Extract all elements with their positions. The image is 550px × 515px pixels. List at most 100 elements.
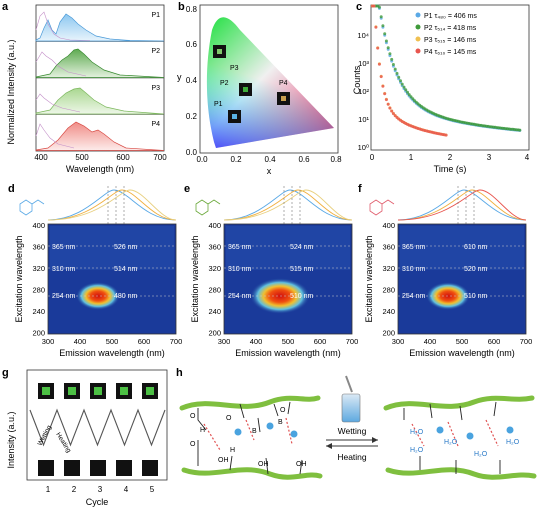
chem-water: H₂O (506, 439, 520, 446)
decay-point (386, 46, 390, 50)
heatmap-frame (223, 223, 353, 335)
heatmap-label: 310 nm (52, 266, 76, 273)
decay-point (379, 75, 383, 79)
heat-ytick: 200 (208, 329, 221, 338)
panel-h: h O H O B O B O H OH OH OH Wett (176, 367, 537, 480)
heat-ytick: 280 (382, 286, 395, 295)
spectrum-p1 (35, 13, 165, 42)
panel-letter-h: h (176, 367, 183, 379)
decay-point (388, 52, 392, 56)
heatmap-label: 310 nm (228, 266, 252, 273)
c-xtick: 0 (370, 153, 375, 162)
c-ytick: 10³ (358, 59, 369, 68)
glow-image-center (120, 387, 128, 395)
heat-xtick: 300 (392, 337, 405, 346)
panel-a: a Normalized Intensity (a.u.) P1 P2 P3 P… (2, 1, 167, 174)
heat-ytick: 360 (208, 243, 221, 252)
heatmap-label: 254 nm (52, 293, 76, 300)
swatch-p4-glow (281, 96, 286, 101)
decay-point (377, 5, 381, 9)
heatmap-label: 365 nm (52, 244, 76, 251)
emission-spectrum (397, 189, 527, 221)
emission-spectrum (397, 189, 527, 221)
glow-image-center (146, 387, 154, 395)
emission-spectrum (223, 189, 353, 221)
b-ytick: 0.8 (186, 5, 198, 14)
chem-b: B (278, 419, 283, 426)
decay-point (377, 62, 381, 66)
chem-oh: OH (258, 461, 269, 468)
label-p4: P4 (151, 121, 160, 128)
heatmap-label: 254 nm (228, 293, 252, 300)
spectrum-p4 (35, 121, 165, 151)
heat-xlabel: Emission wavelength (nm) (59, 348, 165, 358)
cie-label-p2: P2 (220, 80, 229, 87)
water-tube-icon (341, 375, 361, 423)
bond-lines (197, 401, 303, 475)
bond-lines (403, 401, 501, 474)
label-p1: P1 (151, 12, 160, 19)
g-xtick: 4 (124, 485, 129, 494)
decay-curves (370, 4, 522, 137)
decay-point (397, 75, 401, 79)
panel-letter-d: d (8, 183, 15, 195)
heat-xtick: 400 (74, 337, 87, 346)
panel-letter-f: f (358, 183, 362, 195)
heat-ytick: 320 (32, 264, 45, 273)
panel-f: f 365 nm 610 nm 310 nm 520 nm 254 nm 510 nm 400… (358, 183, 532, 358)
heatmap-label: 514 nm (114, 266, 138, 273)
a-xtick: 400 (34, 153, 48, 162)
heat-ylabel: Excitation wavelength (364, 235, 374, 322)
heat-ytick: 320 (208, 264, 221, 273)
decay-point (518, 128, 522, 132)
heatmap-label: 510 nm (290, 293, 314, 300)
c-legend: P1 τ₄₈₀ = 406 ms P2 τ₅₁₄ = 418 ms P3 τ₅₁… (415, 12, 477, 56)
decay-point (384, 39, 388, 43)
panel-d: d 365 nm 526 nm 310 nm 514 nm 254 nm 480 nm 400… (8, 183, 182, 358)
panel-b-xlabel: x (267, 166, 272, 176)
pipette (345, 375, 353, 393)
decay-point (376, 46, 380, 50)
panel-c: c Counts 10⁰ 10¹ 10² 10³ 10⁴ 0 1 2 3 4 T… (352, 1, 530, 174)
decay-point (383, 92, 387, 96)
heat-xtick: 600 (488, 337, 501, 346)
polymer-chain (179, 395, 321, 411)
panel-letter-g: g (2, 367, 9, 379)
legend-marker-p2 (415, 24, 421, 30)
dark-image (90, 460, 106, 476)
hydrogen-bonds (411, 419, 499, 447)
boron-atom (234, 428, 242, 436)
chem-water: H₂O (444, 439, 458, 446)
decay-point (379, 15, 383, 19)
decay-point (390, 109, 394, 113)
panel-letter-c: c (356, 1, 362, 13)
excitation-p4 (35, 123, 75, 149)
panel-g-frame (26, 369, 168, 481)
heat-xtick: 500 (282, 337, 295, 346)
dark-image (64, 460, 80, 476)
heat-ytick: 400 (208, 221, 221, 230)
heatmap-label: 610 nm (464, 244, 488, 251)
heatmap-frame (397, 223, 527, 335)
molecule-icon (195, 199, 221, 216)
g-wetting-label: Wetting (37, 424, 54, 447)
legend-p4: P4 τ₆₁₀ = 145 ms (424, 49, 477, 56)
excitation-p3 (35, 93, 81, 113)
decay-point (409, 95, 413, 99)
chem-o: O (190, 413, 196, 420)
cie-label-p4: P4 (279, 80, 288, 87)
heat-xtick: 700 (520, 337, 533, 346)
decay-point (381, 84, 385, 88)
label-p2: P2 (151, 48, 160, 55)
g-xtick: 2 (72, 485, 77, 494)
chem-o: O (280, 407, 286, 414)
polymer-chain (181, 467, 323, 480)
arrowhead-left (326, 443, 332, 449)
tube-body (341, 393, 361, 423)
heat-xtick: 500 (456, 337, 469, 346)
b-xtick: 0.4 (264, 155, 276, 164)
heat-ytick: 400 (382, 221, 395, 230)
cie-label-p1: P1 (214, 101, 223, 108)
heat-ytick: 360 (32, 243, 45, 252)
